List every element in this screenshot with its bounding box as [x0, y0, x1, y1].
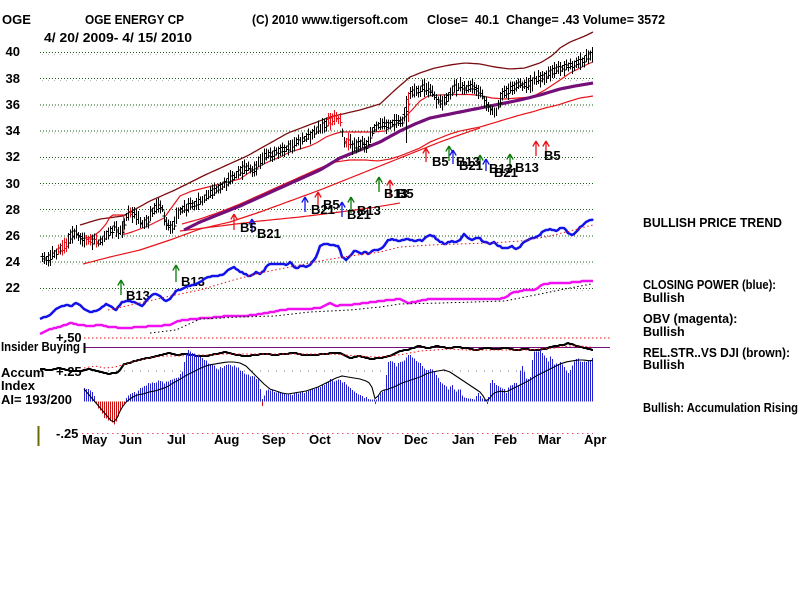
- svg-text:38: 38: [6, 71, 20, 86]
- svg-text:28: 28: [6, 202, 20, 217]
- svg-text:B5: B5: [323, 197, 340, 212]
- svg-text:Bullish: Accumulation Rising: Bullish: Accumulation Rising: [643, 401, 798, 415]
- svg-text:B13: B13: [384, 186, 408, 201]
- svg-text:B21: B21: [311, 202, 335, 217]
- svg-text:May: May: [82, 432, 108, 447]
- svg-text:B5: B5: [432, 154, 449, 169]
- svg-text:(C) 2010 www.tigersoft.com: (C) 2010 www.tigersoft.com: [252, 13, 408, 27]
- svg-text:B13: B13: [515, 160, 539, 175]
- svg-text:B21: B21: [257, 226, 281, 241]
- svg-text:BULLISH PRICE TREND: BULLISH PRICE TREND: [643, 216, 782, 230]
- svg-text:Index: Index: [1, 378, 36, 393]
- svg-text:4/ 20/ 2009- 4/ 15/ 2010: 4/ 20/ 2009- 4/ 15/ 2010: [44, 30, 192, 45]
- svg-text:Bullish: Bullish: [643, 325, 685, 339]
- svg-text:Feb: Feb: [494, 432, 517, 447]
- svg-text:30: 30: [6, 176, 20, 191]
- svg-text:AI= 193/200: AI= 193/200: [1, 392, 72, 407]
- svg-text:Oct: Oct: [309, 432, 331, 447]
- svg-text:Accum: Accum: [1, 365, 44, 380]
- svg-text:B21: B21: [347, 207, 371, 222]
- svg-text:26: 26: [6, 228, 20, 243]
- svg-text:Bullish: Bullish: [643, 358, 685, 372]
- svg-text:Bullish: Bullish: [643, 291, 685, 305]
- svg-text:OGE ENERGY CP: OGE ENERGY CP: [85, 12, 184, 27]
- svg-text:+.25: +.25: [56, 364, 82, 379]
- svg-text:Dec: Dec: [404, 432, 428, 447]
- svg-text:B21: B21: [459, 158, 483, 173]
- svg-text:B5: B5: [397, 186, 414, 201]
- svg-text:34: 34: [6, 123, 21, 138]
- svg-text:36: 36: [6, 97, 20, 112]
- svg-text:B13: B13: [126, 288, 150, 303]
- svg-text:OBV (magenta):: OBV (magenta):: [643, 312, 737, 326]
- svg-text:B5: B5: [240, 220, 257, 235]
- svg-text:22: 22: [6, 280, 20, 295]
- svg-text:40: 40: [6, 44, 20, 59]
- svg-text:Jan: Jan: [452, 432, 474, 447]
- svg-text:-.25: -.25: [56, 426, 78, 441]
- svg-text:REL.STR..VS DJI (brown):: REL.STR..VS DJI (brown):: [643, 346, 790, 360]
- svg-text:Jun: Jun: [119, 432, 142, 447]
- svg-text:B21: B21: [494, 165, 518, 180]
- svg-text:B13: B13: [357, 203, 381, 218]
- svg-text:+.50: +.50: [56, 330, 82, 345]
- svg-text:Aug: Aug: [214, 432, 239, 447]
- svg-text:Apr: Apr: [584, 432, 606, 447]
- svg-text:B13: B13: [489, 161, 513, 176]
- svg-text:24: 24: [6, 254, 21, 269]
- svg-text:Nov: Nov: [357, 432, 382, 447]
- svg-text:Mar: Mar: [538, 432, 561, 447]
- svg-text:Sep: Sep: [262, 432, 286, 447]
- svg-text:OGE: OGE: [2, 12, 31, 27]
- svg-text:B5: B5: [544, 148, 561, 163]
- svg-text:Insider Buying: Insider Buying: [1, 339, 80, 354]
- svg-text:32: 32: [6, 149, 20, 164]
- svg-text:Close= 40.1 Change= .43 Volu: Close= 40.1 Change= .43 Volume= 3572: [427, 13, 665, 27]
- svg-text:B13: B13: [456, 154, 480, 169]
- svg-text:CLOSING POWER (blue):: CLOSING POWER (blue):: [643, 278, 776, 292]
- svg-text:Jul: Jul: [167, 432, 186, 447]
